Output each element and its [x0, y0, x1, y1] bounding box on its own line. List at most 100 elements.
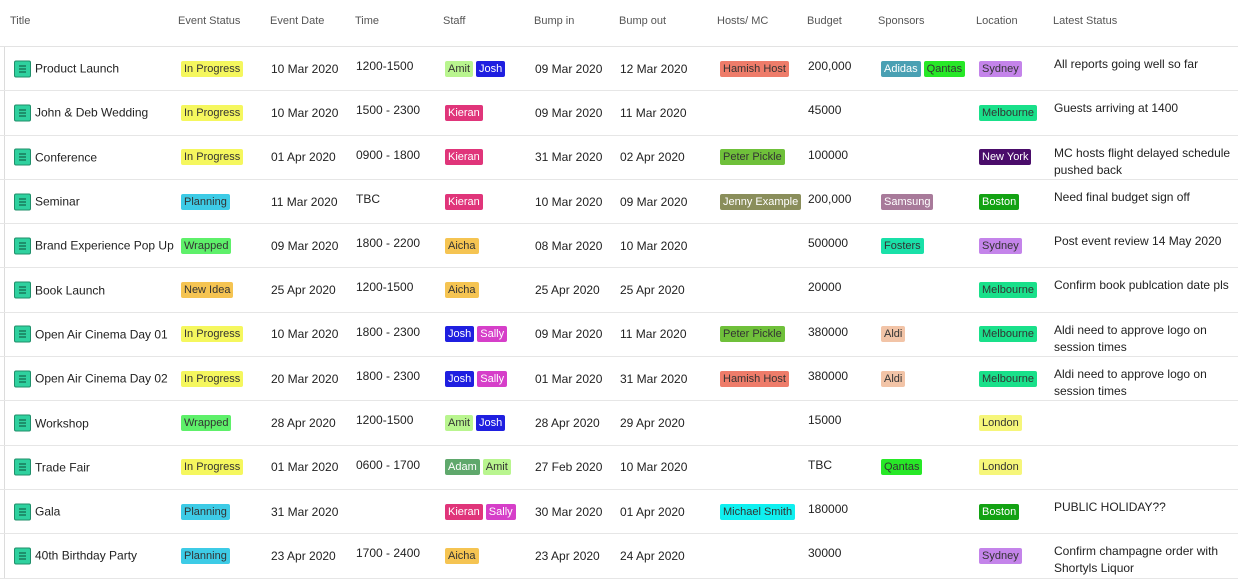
sponsor-tag[interactable]: Qantas	[923, 60, 966, 77]
staff-tag[interactable]: Kieran	[445, 149, 483, 166]
event-title[interactable]: Seminar	[35, 194, 80, 209]
event-title[interactable]: Open Air Cinema Day 01	[35, 327, 168, 342]
event-title[interactable]: Conference	[35, 150, 98, 165]
sponsor-tag[interactable]: Fosters	[881, 237, 924, 254]
staff-tag[interactable]: Amit	[445, 60, 473, 77]
column-header-hosts-mc[interactable]: Hosts/ MC	[717, 15, 769, 27]
document-icon[interactable]	[14, 148, 31, 166]
staff-tag[interactable]: Josh	[476, 415, 506, 432]
staff-tag[interactable]: Josh	[445, 370, 475, 387]
table-row[interactable]: Book Launch New Idea 25 Apr 2020 1200-1500 A…	[0, 268, 1238, 313]
sponsor-tag[interactable]: Qantas	[881, 459, 923, 476]
host-tag[interactable]: Jenny Example	[720, 193, 802, 210]
host-tag[interactable]: Peter Pickle	[720, 326, 785, 343]
event-status-tag[interactable]: Wrapped	[181, 237, 232, 254]
staff-tag[interactable]: Aicha	[445, 282, 479, 299]
table-row[interactable]: Seminar Planning 11 Mar 2020 TBC Kieran 10 Ma…	[0, 179, 1238, 225]
title-cell[interactable]: Brand Experience Pop Up	[14, 237, 174, 255]
table-row[interactable]: 40th Birthday Party Planning 23 Apr 2020 17…	[0, 534, 1238, 579]
document-icon[interactable]	[14, 458, 31, 476]
table-row[interactable]: Conference In Progress 01 Apr 2020 0900 - 1…	[0, 135, 1238, 180]
title-cell[interactable]: Conference	[14, 148, 98, 166]
column-header-location[interactable]: Location	[976, 15, 1018, 27]
location-tag[interactable]: Sydney	[979, 237, 1022, 254]
column-header-latest-status[interactable]: Latest Status	[1053, 15, 1118, 27]
staff-tag[interactable]: Kieran	[445, 503, 483, 520]
staff-tag[interactable]: Aicha	[445, 237, 479, 254]
event-title[interactable]: Product Launch	[35, 61, 120, 76]
event-title[interactable]: Trade Fair	[35, 460, 90, 475]
event-title[interactable]: Book Launch	[35, 283, 106, 298]
location-tag[interactable]: Melbourne	[979, 282, 1037, 299]
staff-tag[interactable]: Aicha	[445, 547, 479, 564]
document-icon[interactable]	[14, 325, 31, 343]
event-title[interactable]: Open Air Cinema Day 02	[35, 371, 168, 386]
column-header-bump-out[interactable]: Bump out	[619, 15, 667, 27]
staff-tag[interactable]: Adam	[445, 459, 480, 476]
table-row[interactable]: Trade Fair In Progress 01 Mar 2020 0600 - 1…	[0, 445, 1238, 490]
location-tag[interactable]: Sydney	[979, 60, 1022, 77]
staff-tag[interactable]: Sally	[485, 503, 516, 520]
sponsor-tag[interactable]: Aldi	[881, 326, 906, 343]
column-header-time[interactable]: Time	[355, 15, 380, 27]
event-status-tag[interactable]: In Progress	[181, 60, 244, 77]
document-icon[interactable]	[14, 281, 31, 299]
event-status-tag[interactable]: Wrapped	[181, 415, 232, 432]
event-title[interactable]: Workshop	[35, 416, 89, 431]
event-status-tag[interactable]: In Progress	[181, 326, 244, 343]
document-icon[interactable]	[14, 193, 31, 211]
location-tag[interactable]: New York	[979, 149, 1032, 166]
table-row[interactable]: John & Deb Wedding In Progress 10 Mar 2020…	[0, 91, 1238, 136]
title-cell[interactable]: Open Air Cinema Day 01	[14, 325, 168, 343]
event-status-tag[interactable]: In Progress	[181, 104, 244, 121]
title-cell[interactable]: John & Deb Wedding	[14, 104, 148, 122]
table-row[interactable]: Open Air Cinema Day 02 In Progress 20 Mar …	[0, 357, 1238, 402]
staff-tag[interactable]: Josh	[445, 326, 475, 343]
sponsor-tag[interactable]: Samsung	[881, 193, 934, 210]
event-status-tag[interactable]: New Idea	[181, 282, 234, 299]
table-row[interactable]: Brand Experience Pop Up Wrapped 09 Mar 202…	[0, 224, 1238, 269]
title-cell[interactable]: Gala	[14, 503, 61, 521]
document-icon[interactable]	[14, 370, 31, 388]
location-tag[interactable]: Melbourne	[979, 104, 1037, 121]
staff-tag[interactable]: Kieran	[445, 104, 483, 121]
title-cell[interactable]: Trade Fair	[14, 458, 90, 476]
event-title[interactable]: 40th Birthday Party	[35, 548, 138, 563]
event-status-tag[interactable]: In Progress	[181, 459, 244, 476]
table-row[interactable]: Gala Planning 31 Mar 2020 Kieran Sally 30 Mar…	[0, 489, 1238, 535]
staff-tag[interactable]: Sally	[477, 326, 508, 343]
title-cell[interactable]: Seminar	[14, 193, 80, 211]
location-tag[interactable]: Boston	[979, 503, 1020, 520]
column-header-sponsors[interactable]: Sponsors	[878, 15, 925, 27]
staff-tag[interactable]: Josh	[476, 60, 506, 77]
title-cell[interactable]: Book Launch	[14, 281, 106, 299]
host-tag[interactable]: Peter Pickle	[720, 149, 785, 166]
location-tag[interactable]: London	[979, 415, 1022, 432]
location-tag[interactable]: London	[979, 459, 1022, 476]
column-header-event-date[interactable]: Event Date	[270, 15, 325, 27]
location-tag[interactable]: Boston	[979, 193, 1020, 210]
location-tag[interactable]: Melbourne	[979, 370, 1037, 387]
sponsor-tag[interactable]: Adidas	[881, 60, 921, 77]
column-header-bump-in[interactable]: Bump in	[534, 15, 575, 27]
title-cell[interactable]: 40th Birthday Party	[14, 547, 138, 565]
document-icon[interactable]	[14, 237, 31, 255]
staff-tag[interactable]: Kieran	[445, 193, 483, 210]
title-cell[interactable]: Product Launch	[14, 60, 120, 78]
title-cell[interactable]: Open Air Cinema Day 02	[14, 370, 168, 388]
location-tag[interactable]: Sydney	[979, 547, 1022, 564]
staff-tag[interactable]: Sally	[477, 370, 508, 387]
column-header-staff[interactable]: Staff	[443, 15, 466, 27]
event-status-tag[interactable]: In Progress	[181, 370, 244, 387]
column-header-event-status[interactable]: Event Status	[178, 15, 241, 27]
staff-tag[interactable]: Amit	[482, 459, 511, 476]
location-tag[interactable]: Melbourne	[979, 326, 1037, 343]
host-tag[interactable]: Hamish Host	[720, 370, 789, 387]
sponsor-tag[interactable]: Aldi	[881, 370, 906, 387]
document-icon[interactable]	[14, 503, 31, 521]
table-row[interactable]: Open Air Cinema Day 01 In Progress 10 Mar …	[0, 312, 1238, 358]
column-header-budget[interactable]: Budget	[807, 15, 842, 27]
document-icon[interactable]	[14, 60, 31, 78]
event-status-tag[interactable]: In Progress	[181, 149, 244, 166]
event-title[interactable]: Gala	[35, 504, 61, 519]
